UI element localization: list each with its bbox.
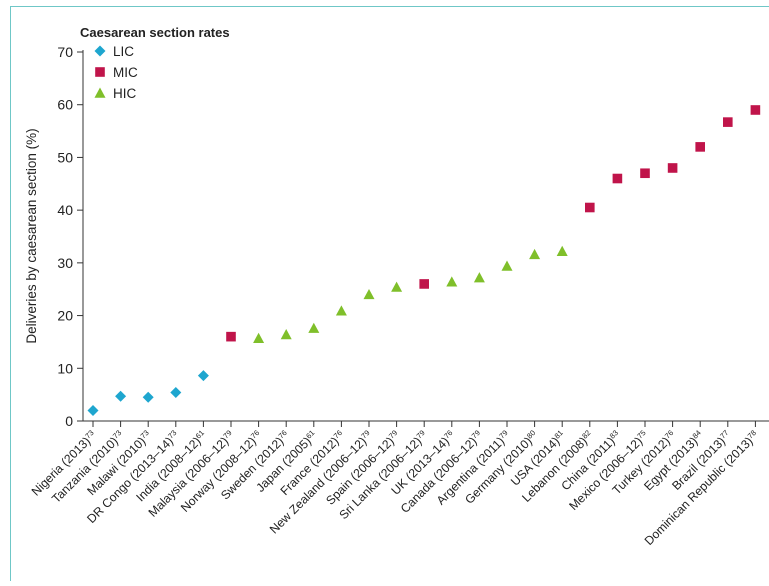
reference-superscript: 73: [111, 428, 123, 440]
data-point: [667, 163, 678, 173]
reference-superscript: 79: [221, 428, 233, 440]
reference-superscript: 75: [635, 428, 647, 440]
data-point: [529, 248, 541, 260]
data-point: [723, 117, 733, 127]
reference-superscript: 79: [497, 428, 509, 440]
reference-superscript: 61: [304, 428, 316, 440]
reference-superscript: 81: [552, 428, 564, 440]
reference-superscript: 79: [414, 428, 426, 440]
y-tick-label: 70: [57, 44, 73, 60]
y-tick-label: 60: [57, 97, 73, 113]
data-points: [87, 105, 761, 416]
data-point: [556, 245, 568, 256]
data-point: [142, 391, 154, 403]
reference-superscript: 84: [690, 428, 702, 440]
reference-superscript: 83: [607, 428, 619, 440]
data-point: [446, 276, 458, 287]
data-point: [280, 329, 292, 340]
y-tick-label: 50: [57, 149, 73, 165]
y-tick-label: 0: [65, 413, 73, 429]
reference-superscript: 76: [331, 428, 343, 440]
reference-superscript: 76: [663, 428, 675, 440]
data-point: [750, 105, 761, 115]
legend: Caesarean section rates LIC MIC HIC: [80, 25, 230, 101]
y-tick-label: 10: [57, 360, 73, 376]
legend-marker-hic: [94, 87, 106, 98]
y-tick-label: 30: [57, 255, 73, 271]
data-point: [612, 173, 623, 184]
y-axis-label: Deliveries by caesarean section (%): [24, 128, 39, 343]
reference-superscript: 73: [83, 428, 95, 440]
data-point: [335, 305, 347, 316]
reference-superscript: 73: [138, 428, 150, 440]
data-point: [226, 331, 236, 342]
reference-superscript: 82: [580, 428, 592, 440]
reference-superscript: 80: [525, 428, 537, 440]
data-point: [640, 168, 650, 179]
y-tick-label: 40: [57, 202, 73, 218]
reference-superscript: 76: [276, 428, 288, 440]
legend-label-mic: MIC: [113, 65, 138, 80]
data-point: [308, 322, 320, 333]
legend-marker-mic: [95, 67, 105, 77]
data-point: [197, 370, 209, 382]
legend-label-lic: LIC: [113, 44, 134, 59]
data-point: [115, 390, 127, 402]
legend-title: Caesarean section rates: [80, 25, 230, 40]
legend-marker-lic: [94, 45, 106, 57]
data-point: [585, 202, 595, 213]
data-point: [473, 272, 485, 283]
reference-superscript: 73: [166, 428, 178, 440]
reference-superscript: 79: [387, 428, 399, 440]
reference-superscript: 79: [359, 428, 371, 440]
legend-label-hic: HIC: [113, 86, 137, 101]
axes: 0 10 20 30 40 50 60 70: [57, 44, 769, 429]
data-point: [391, 281, 403, 292]
reference-superscript: 78: [745, 428, 757, 440]
reference-superscript: 77: [718, 428, 730, 440]
reference-superscript: 61: [193, 428, 205, 440]
data-point: [419, 279, 429, 289]
reference-superscript: 76: [442, 428, 454, 440]
frame-border-left: [10, 6, 11, 581]
data-point: [87, 404, 99, 416]
data-point: [501, 260, 513, 271]
data-point: [695, 142, 705, 152]
data-point: [363, 288, 375, 300]
reference-superscript: 79: [469, 428, 481, 440]
data-point: [253, 332, 265, 343]
reference-superscript: 76: [249, 428, 261, 440]
y-tick-label: 20: [57, 308, 73, 324]
data-point: [170, 387, 182, 399]
frame-border-top: [10, 6, 769, 7]
